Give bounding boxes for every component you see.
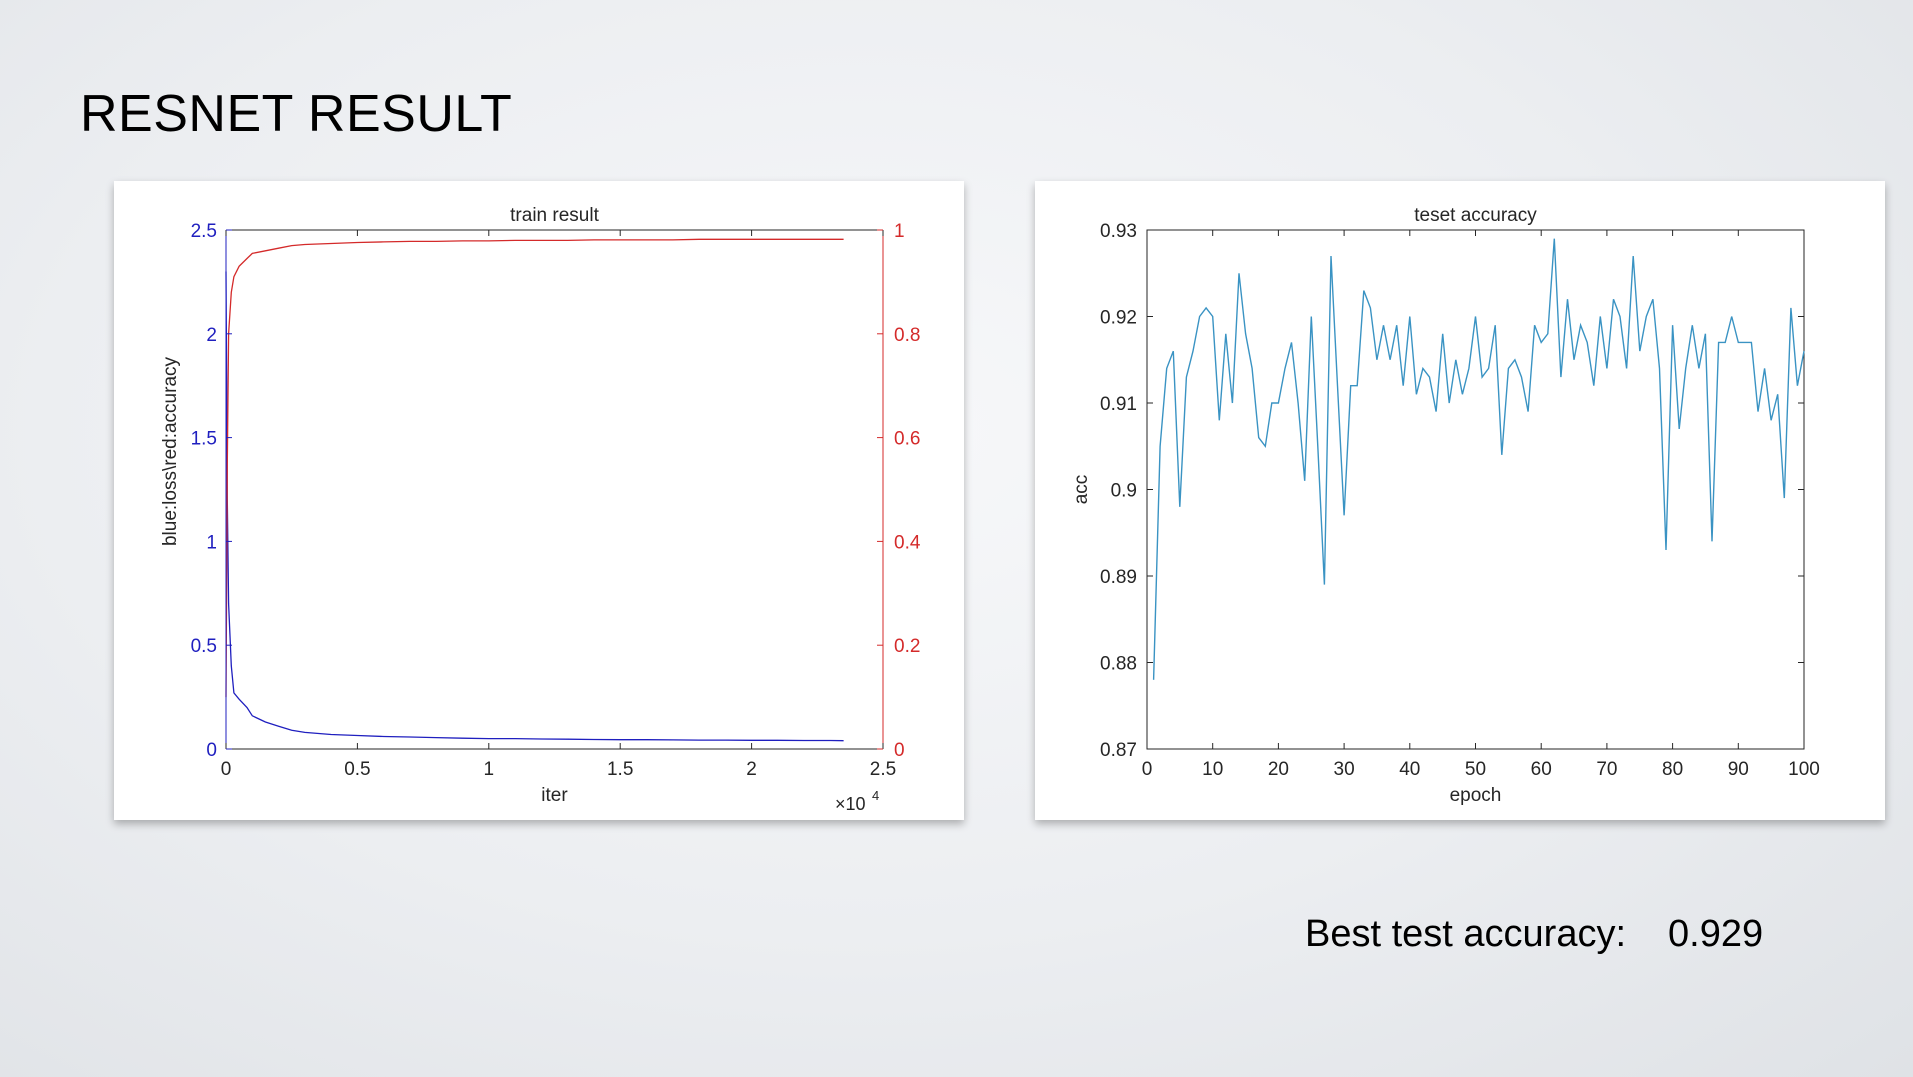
left-y-tick-label: 0.5: [191, 636, 217, 657]
x-tick-label: 70: [1596, 759, 1617, 780]
chart-title: train result: [510, 205, 599, 226]
left-y-tick-label: 2.5: [191, 221, 217, 242]
x-tick-label: 90: [1728, 759, 1749, 780]
y-tick-label: 0.92: [1100, 308, 1137, 329]
x-tick-label: 0.5: [344, 759, 370, 780]
right-y-tick-label: 0.6: [894, 429, 920, 450]
left-y-tick-label: 1.5: [191, 429, 217, 450]
x-tick-label: 30: [1334, 759, 1355, 780]
chart-title: teset accuracy: [1414, 205, 1537, 226]
x-tick-label: 20: [1268, 759, 1289, 780]
x-tick-label: 0: [1142, 759, 1153, 780]
x-axis-label: iter: [541, 785, 568, 806]
left-y-tick-label: 2: [206, 325, 217, 346]
x-exponent-label: ×10: [835, 794, 866, 814]
plot-area: [226, 230, 883, 749]
train-result-chart: 0 0.5 1 1.5 2 2.500.511.522.500.20.40.60.81tr…: [160, 205, 921, 814]
y-tick-label: 0.88: [1100, 654, 1137, 675]
best-accuracy-value: 0.929: [1668, 913, 1764, 955]
train-result-chart-panel: 0 0.5 1 1.5 2 2.5 0 0.5 1 1.5 2 2.5 0 0.2 0.4 0.6 0.8 1 tr…: [114, 181, 964, 820]
y-tick-label: 0.89: [1100, 567, 1137, 588]
x-tick-label: 1.5: [607, 759, 633, 780]
left-y-tick-label: 1: [206, 532, 217, 553]
plot-area: [1146, 229, 1805, 750]
right-y-tick-label: 0.2: [894, 636, 920, 657]
right-y-tick-label: 0: [894, 740, 905, 761]
x-tick-label: 1: [484, 759, 495, 780]
x-tick-label: 40: [1399, 759, 1420, 780]
y-tick-label: 0.87: [1100, 740, 1137, 761]
x-exponent-power: 4: [872, 788, 879, 803]
right-y-tick-label: 1: [894, 221, 905, 242]
x-tick-label: 50: [1465, 759, 1486, 780]
best-accuracy-note: Best test accuracy: 0.929: [1305, 913, 1763, 956]
x-tick-label: 2: [746, 759, 757, 780]
test-accuracy-line: [1152, 238, 1805, 680]
best-accuracy-label: Best test accuracy:: [1305, 913, 1627, 955]
test-accuracy-chart: 0 10 20 30 40 50 60 70 80 90 100 0.87 0.88 0.89 0.9 0.9…: [1071, 205, 1820, 806]
right-y-tick-label: 0.4: [894, 532, 921, 553]
x-tick-label: 60: [1531, 759, 1552, 780]
x-tick-label: 2.5: [870, 759, 896, 780]
x-tick-label: 10: [1202, 759, 1223, 780]
x-tick-label: 0: [221, 759, 232, 780]
test-accuracy-chart-panel: 0 10 20 30 40 50 60 70 80 90 100 0.87 0.88 0.89 0.9 0.9…: [1035, 181, 1885, 820]
y-tick-label: 0.91: [1100, 394, 1137, 415]
right-y-tick-label: 0.8: [894, 325, 920, 346]
y-tick-label: 0.9: [1111, 481, 1137, 502]
y-tick-label: 0.93: [1100, 221, 1137, 242]
x-tick-label: 100: [1788, 759, 1820, 780]
x-tick-label: 80: [1662, 759, 1683, 780]
loss-series-line: [225, 271, 844, 742]
x-axis-label: epoch: [1450, 785, 1502, 806]
y-axis-label: blue:loss\red:accuracy: [160, 356, 181, 546]
slide-title: RESNET RESULT: [80, 85, 513, 143]
left-y-tick-label: 0: [206, 740, 217, 761]
accuracy-series-line: [225, 238, 844, 698]
y-axis-label: acc: [1071, 475, 1092, 505]
